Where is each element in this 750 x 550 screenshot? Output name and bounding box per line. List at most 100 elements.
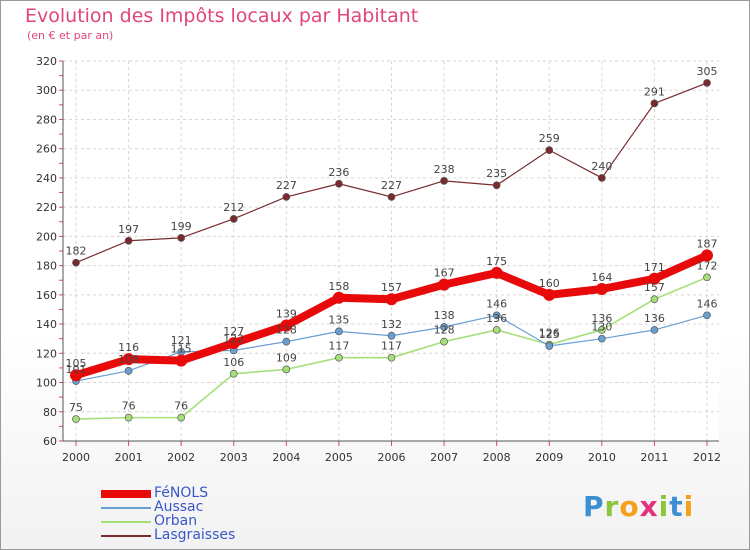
data-point-fenols xyxy=(70,369,82,382)
data-point-fenols xyxy=(701,249,713,262)
y-tick-label: 320 xyxy=(36,55,57,68)
legend-label-orban: Orban xyxy=(154,513,198,529)
logo-letter: r xyxy=(604,490,620,523)
data-label-lasgraisses: 227 xyxy=(276,179,297,192)
data-label-lasgraisses: 240 xyxy=(591,160,612,173)
y-tick-label: 240 xyxy=(36,172,57,185)
data-point-orban xyxy=(703,273,711,282)
data-point-lasgraisses xyxy=(335,179,343,188)
data-label-aussac: 101 xyxy=(66,363,87,376)
data-label-fenols: 127 xyxy=(223,325,244,338)
y-tick-label: 220 xyxy=(36,201,57,214)
x-tick-label: 2000 xyxy=(62,451,90,464)
plot-area xyxy=(63,61,719,441)
data-label-aussac: 108 xyxy=(118,353,139,366)
data-label-lasgraisses: 235 xyxy=(486,167,507,180)
data-label-lasgraisses: 212 xyxy=(223,201,244,214)
data-point-orban xyxy=(229,369,238,378)
data-point-orban xyxy=(387,353,396,362)
data-point-orban xyxy=(177,413,186,422)
x-tick-label: 2009 xyxy=(535,451,563,464)
data-point-aussac xyxy=(282,337,291,346)
data-point-lasgraisses xyxy=(72,258,80,267)
data-label-aussac: 132 xyxy=(381,318,402,331)
data-point-aussac xyxy=(335,327,343,336)
y-tick-label: 280 xyxy=(36,113,57,126)
data-label-aussac: 130 xyxy=(591,321,612,334)
data-point-fenols xyxy=(175,354,188,367)
logo-letter: t xyxy=(669,490,684,523)
data-label-fenols: 139 xyxy=(276,308,297,321)
x-tick-label: 2003 xyxy=(220,451,248,464)
data-point-lasgraisses xyxy=(703,79,711,87)
data-point-fenols xyxy=(227,337,240,350)
logo-letter: x xyxy=(639,490,659,523)
data-point-fenols xyxy=(595,283,608,295)
logo-letter: o xyxy=(619,490,640,523)
data-label-orban: 136 xyxy=(486,312,507,325)
data-point-lasgraisses xyxy=(650,99,659,108)
data-label-aussac: 146 xyxy=(486,297,507,310)
y-tick-label: 80 xyxy=(43,406,57,419)
logo-letter: P xyxy=(583,490,605,523)
data-point-lasgraisses xyxy=(440,176,448,185)
data-label-orban: 172 xyxy=(697,259,718,272)
data-point-fenols xyxy=(385,293,398,306)
data-label-fenols: 171 xyxy=(644,261,665,274)
x-tick-label: 2012 xyxy=(693,451,721,464)
data-point-orban xyxy=(282,365,291,374)
y-tick-label: 200 xyxy=(36,230,57,243)
data-point-orban xyxy=(597,326,606,334)
data-point-orban xyxy=(440,337,448,346)
y-tick-label: 120 xyxy=(36,347,57,360)
data-point-fenols xyxy=(122,353,135,366)
data-label-lasgraisses: 182 xyxy=(66,245,87,258)
data-label-lasgraisses: 227 xyxy=(381,179,402,192)
data-label-orban: 117 xyxy=(328,340,349,353)
data-label-orban: 136 xyxy=(591,312,612,325)
data-point-lasgraisses xyxy=(282,193,291,201)
data-label-lasgraisses: 199 xyxy=(171,220,192,233)
data-label-orban: 126 xyxy=(539,327,560,340)
data-point-aussac xyxy=(387,331,396,340)
data-label-lasgraisses: 259 xyxy=(539,132,560,145)
data-point-aussac xyxy=(440,323,448,331)
data-point-aussac xyxy=(650,326,659,334)
data-label-orban: 75 xyxy=(69,401,83,414)
data-label-aussac: 128 xyxy=(276,324,297,337)
data-point-orban xyxy=(492,326,501,334)
legend-label-aussac: Aussac xyxy=(154,499,204,515)
data-label-orban: 128 xyxy=(434,324,455,337)
x-tick-label: 2008 xyxy=(483,451,511,464)
data-label-fenols: 105 xyxy=(66,357,87,370)
data-label-orban: 157 xyxy=(644,281,665,294)
data-label-fenols: 158 xyxy=(328,280,349,293)
data-label-lasgraisses: 236 xyxy=(328,166,349,179)
y-tick-label: 60 xyxy=(43,435,57,448)
data-label-orban: 117 xyxy=(381,340,402,353)
y-tick-label: 160 xyxy=(36,289,57,302)
data-label-fenols: 167 xyxy=(434,267,455,280)
data-point-aussac xyxy=(597,334,606,343)
legend-swatch-fenols xyxy=(101,490,151,498)
data-point-lasgraisses xyxy=(124,236,133,245)
data-label-lasgraisses: 291 xyxy=(644,85,665,98)
data-label-aussac: 136 xyxy=(644,312,665,325)
legend-swatch-aussac xyxy=(101,507,151,509)
data-label-aussac: 121 xyxy=(171,334,192,347)
x-tick-label: 2011 xyxy=(640,451,668,464)
data-point-orban xyxy=(72,415,80,423)
data-point-orban xyxy=(335,353,343,362)
data-label-orban: 76 xyxy=(174,400,188,413)
logo-letter: i xyxy=(658,490,670,523)
y-tick-label: 180 xyxy=(36,260,57,273)
data-label-aussac: 125 xyxy=(539,328,560,341)
data-point-lasgraisses xyxy=(229,214,238,223)
chart-subtitle: (en € et par an) xyxy=(27,29,114,42)
x-tick-label: 2005 xyxy=(325,451,353,464)
data-label-orban: 106 xyxy=(223,356,244,369)
data-point-lasgraisses xyxy=(177,233,186,242)
data-point-fenols xyxy=(648,272,661,285)
